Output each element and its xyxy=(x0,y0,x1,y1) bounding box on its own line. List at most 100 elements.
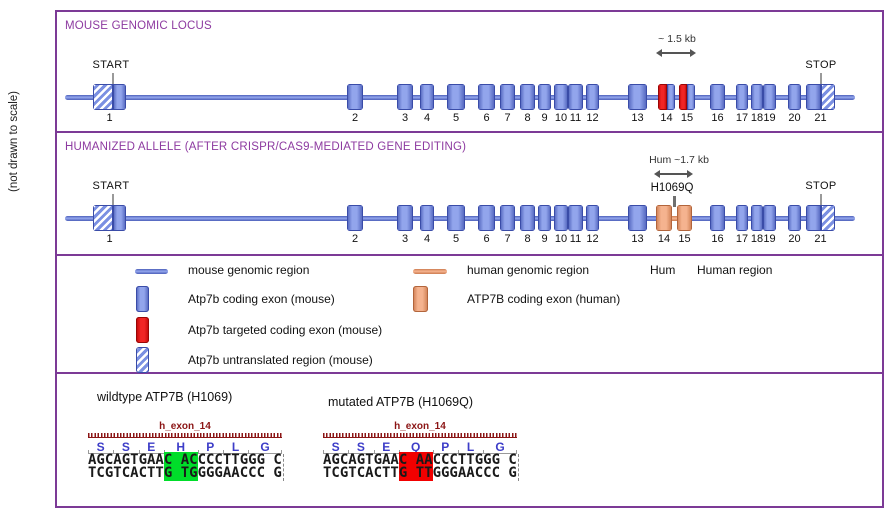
coding-exon-segment xyxy=(500,205,515,231)
human-exon-segment xyxy=(656,205,672,231)
human-exon-swatch xyxy=(413,286,428,312)
coding-exon-segment xyxy=(447,84,465,110)
exon-15-number: 15 xyxy=(678,233,691,245)
start-label: START xyxy=(92,180,130,192)
exon-9-number: 9 xyxy=(541,233,548,245)
coding-exon-segment xyxy=(347,205,363,231)
exon-17-number: 17 xyxy=(735,112,749,124)
mouse-line-swatch xyxy=(135,269,168,274)
sequence-title: wildtype ATP7B (H1069) xyxy=(97,390,233,404)
coding-exon-segment xyxy=(478,84,495,110)
coding-exon-segment xyxy=(710,84,725,110)
start-tick xyxy=(112,194,114,205)
size-annotation: Hum ~1.7 kb xyxy=(649,154,709,166)
amino-acid-letter: P xyxy=(206,440,215,454)
coding-exon-segment xyxy=(112,84,126,110)
exon-5-box xyxy=(447,205,465,231)
stop-tick xyxy=(820,194,822,205)
exon-19-number: 19 xyxy=(763,233,776,245)
exon-6-number: 6 xyxy=(483,112,490,124)
exon14-annotation-rule xyxy=(88,433,282,438)
codon-tick xyxy=(483,450,485,453)
coding-exon-segment xyxy=(420,205,434,231)
exon-18-box xyxy=(751,84,763,110)
coding-exon-segment xyxy=(447,205,465,231)
exon-12-box xyxy=(586,205,599,231)
coding-exon-segment xyxy=(554,84,568,110)
exon-12-number: 12 xyxy=(586,233,599,245)
exon-7-number: 7 xyxy=(504,233,511,245)
variant-pointer-tick xyxy=(673,196,676,207)
dna-strand-top: AGCAGTGAAC AACCCTTGGG C xyxy=(323,452,517,468)
coding-exon-segment xyxy=(420,84,434,110)
exon-19-box xyxy=(763,84,776,110)
coding-exon-segment xyxy=(628,84,647,110)
size-annotation: ~ 1.5 kb xyxy=(658,33,696,45)
amino-acid-letter: E xyxy=(147,440,156,454)
utr-segment xyxy=(93,205,113,231)
amino-acid-letter: E xyxy=(382,440,391,454)
coding-exon-segment xyxy=(667,84,675,110)
coding-exon-segment xyxy=(397,205,413,231)
exon-3-box xyxy=(397,205,413,231)
exon-17-number: 17 xyxy=(735,233,749,245)
exon-16-box xyxy=(710,205,725,231)
coding-exon-segment xyxy=(586,205,599,231)
exon-1-number: 1 xyxy=(106,112,113,124)
coding-exon-segment xyxy=(520,205,535,231)
exon-2-number: 2 xyxy=(351,112,359,124)
dna-strand-bottom: TCGTCACTTG TGGGGAACCC G xyxy=(88,465,282,481)
codon-tick xyxy=(88,450,89,453)
exon14-annotation-label: h_exon_14 xyxy=(159,421,211,432)
codon-tick xyxy=(348,450,350,453)
codon-tick xyxy=(323,450,324,453)
mouse-exon-swatch xyxy=(136,286,149,312)
exon-5-number: 5 xyxy=(452,233,460,245)
codon-tick xyxy=(222,450,224,453)
coding-exon-segment xyxy=(397,84,413,110)
legend-panel: mouse genomic region Atp7b coding exon (m… xyxy=(57,256,882,374)
coding-exon-segment xyxy=(806,205,821,231)
human-genomic-segment xyxy=(657,216,691,221)
coding-exon-segment xyxy=(751,205,763,231)
exon-3-number: 3 xyxy=(401,112,409,124)
strand-segment: TCGTCACTT xyxy=(88,465,164,481)
codon-tick xyxy=(432,450,434,453)
coding-exon-segment xyxy=(586,84,599,110)
exon-16-number: 16 xyxy=(711,112,724,124)
coding-exon-segment xyxy=(500,84,515,110)
amino-acid-letter: G xyxy=(495,440,505,454)
figure-frame: MOUSE GENOMIC LOCUS 1 2 3 4 5 6 7 8 9 10 11 12 13 14 1… xyxy=(55,10,884,508)
codon-tick xyxy=(457,450,459,453)
legend-abbr-definition: Human region xyxy=(697,263,773,277)
amino-acid-letter: L xyxy=(466,440,475,454)
exon-18-number: 18 xyxy=(750,112,764,124)
codon-tick xyxy=(398,450,400,453)
exon-17-box xyxy=(736,84,748,110)
exon-11-number: 11 xyxy=(569,112,582,124)
exon-4-box xyxy=(420,205,434,231)
exon-3-box xyxy=(397,84,413,110)
coding-exon-segment xyxy=(806,84,821,110)
codon-tick xyxy=(113,450,115,453)
exon-19-number: 19 xyxy=(763,112,776,124)
coding-exon-segment xyxy=(788,205,801,231)
amino-acid-letter: S xyxy=(356,440,365,454)
exon-10-box xyxy=(554,205,568,231)
strand-segment: AGCAGTGAA xyxy=(323,452,399,468)
variant-annotation: H1069Q xyxy=(650,182,694,194)
exon-14-box xyxy=(656,205,672,231)
humanized-allele-panel: HUMANIZED ALLELE (AFTER CRISPR/CAS9-MEDI… xyxy=(57,133,882,256)
amino-acid-letter: G xyxy=(260,440,270,454)
utr-segment xyxy=(93,84,113,110)
codon-tick xyxy=(163,450,165,453)
strand-segment: CCCTTGGG C xyxy=(197,452,282,468)
human-line-swatch xyxy=(413,269,447,274)
coding-exon-segment xyxy=(554,205,568,231)
exon-7-box xyxy=(500,84,515,110)
exon-14-number: 14 xyxy=(657,233,671,245)
human-exon-segment xyxy=(677,205,692,231)
